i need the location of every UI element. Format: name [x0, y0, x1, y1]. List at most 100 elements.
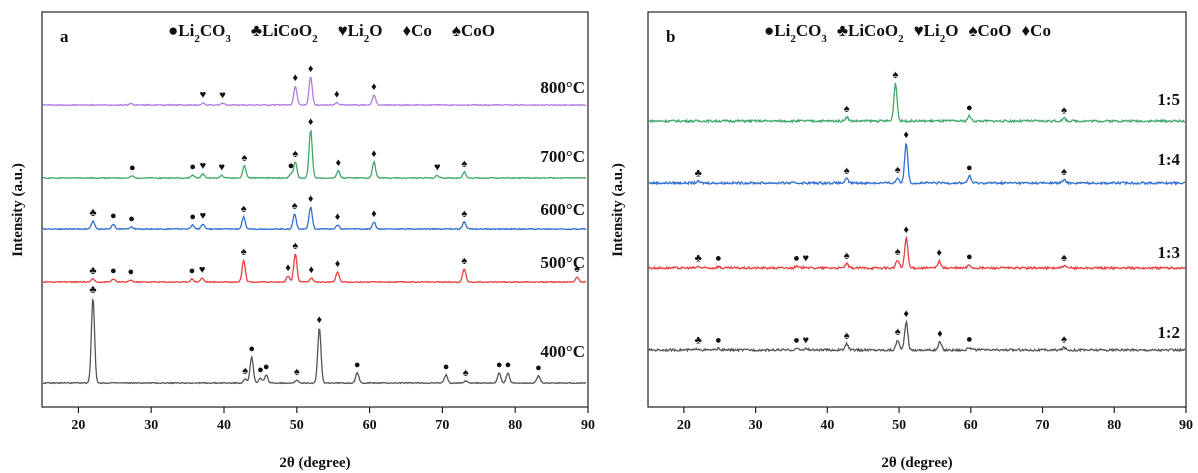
peak-marker: ♦	[309, 264, 315, 276]
peak-marker: ♦	[903, 224, 909, 236]
series-line-700-c	[43, 129, 587, 180]
peak-marker: ♦	[334, 89, 340, 101]
peak-marker: ♠	[292, 240, 298, 252]
series-label-700-c: 700°C	[540, 147, 585, 166]
peak-marker: ♦	[317, 314, 323, 326]
peak-marker: ●	[966, 162, 973, 174]
peak-marker: ♠	[241, 203, 247, 215]
peak-marker: ●	[263, 361, 270, 373]
peak-marker: ♥	[200, 89, 207, 101]
peak-marker: ♠	[463, 367, 469, 379]
peak-marker: ●	[354, 359, 361, 371]
legend-label-li2o: O	[369, 21, 382, 40]
peak-marker: ♦	[308, 193, 314, 205]
panel-b-markers: ♠♠● ♠♣ ♠ ♠♦● ♠♣ ● ● ♥ ♠ ♠♦♦ ● ♠♣ ● ● ♥ ♠ ♠♦♦ ● ♠	[695, 69, 1068, 347]
panel-b-curves	[648, 82, 1186, 353]
peak-marker: ♥	[199, 264, 206, 276]
panel-a-y-axis-label: Intensity (a.u.)	[10, 163, 26, 257]
legend-label-li2co3: 3	[821, 33, 827, 45]
peak-marker: ♠	[241, 152, 247, 164]
panel-b-chart: b ●Li2CO3 ♣LiCoO2 ♥Li2O ♠CoO ♦Co 20 30 40 50 60 7…	[610, 11, 1193, 471]
x-tick-label: 70	[435, 418, 449, 433]
peak-marker: ●	[793, 335, 800, 347]
legend-symbol-li2co3: ●	[168, 21, 178, 40]
panel-a-series-labels: 800°C 700°C 600°C 500°C 400°C	[540, 78, 585, 361]
panel-a-chart: a ●Li2CO3 ♣LiCoO2 ♥Li2O ♦Co ♠CoO 20 30 40 50 60 7…	[10, 11, 595, 471]
legend-symbol-coo: ♠	[452, 21, 461, 40]
x-tick-label: 40	[820, 418, 834, 433]
peak-marker: ♥	[219, 162, 226, 174]
peak-marker: ♦	[335, 211, 341, 223]
peak-marker: ♠	[242, 365, 248, 377]
peak-marker: ♠	[1061, 252, 1067, 264]
legend-symbol-licoo2: ♣	[251, 21, 262, 40]
x-tick-label: 20	[71, 418, 85, 433]
legend-label-li2o: Li	[348, 21, 364, 40]
x-tick-label: 20	[677, 418, 691, 433]
panel-a-letter: a	[60, 27, 69, 46]
peak-marker: ♠	[1061, 166, 1067, 178]
peak-marker: ●	[110, 210, 117, 222]
legend-label-li2co3: Li	[178, 21, 194, 40]
legend-label-li2o: Li	[924, 21, 940, 40]
panel-b-x-axis-label: 2θ (degree)	[881, 455, 952, 471]
series-label-1-4: 1:4	[1157, 150, 1180, 169]
peak-marker: ♦	[903, 129, 909, 141]
panel-b-series-labels: 1:5 1:4 1:3 1:2	[1157, 90, 1180, 342]
peak-marker: ♠	[1061, 334, 1067, 346]
peak-marker: ♣	[89, 284, 96, 296]
peak-marker: ♠	[241, 246, 247, 258]
legend-label-licoo2: LiCoO	[848, 21, 898, 40]
peak-marker: ●	[189, 161, 196, 173]
panel-b-x-ticks: 20 30 40 50 60 70 80 90	[677, 407, 1193, 433]
legend-symbol-li2o: ♥	[914, 21, 924, 40]
legend-label-li2o: 2	[940, 33, 946, 45]
peak-marker: ♦	[335, 258, 341, 270]
peak-marker: ♦	[285, 262, 291, 274]
series-line-1-3	[648, 235, 1186, 271]
peak-marker: ●	[189, 265, 196, 277]
legend-symbol-co: ♦	[402, 21, 411, 40]
peak-marker: ♠	[895, 326, 901, 338]
peak-marker: ♣	[695, 168, 702, 180]
peak-marker: ♠	[574, 263, 580, 275]
legend-symbol-licoo2: ♣	[837, 21, 848, 40]
peak-marker: ●	[189, 211, 196, 223]
peak-marker: ♦	[308, 116, 314, 128]
peak-marker: ♠	[292, 148, 298, 160]
panel-a-plot-frame	[41, 11, 589, 408]
legend-label-li2co3: 2	[790, 33, 796, 45]
legend-label-li2co3: 2	[194, 33, 200, 45]
peak-marker: ♠	[844, 165, 850, 177]
legend-label-licoo2: LiCoO	[262, 21, 312, 40]
series-line-500-c	[42, 253, 587, 284]
peak-marker: ♥	[434, 162, 441, 174]
peak-marker: ♣	[89, 265, 96, 277]
legend-label-coo: CoO	[461, 21, 495, 40]
legend-label-li2co3: 3	[225, 33, 231, 45]
x-tick-label: 60	[964, 418, 978, 433]
legend-symbol-li2o: ♥	[338, 21, 348, 40]
peak-marker: ♠	[292, 200, 298, 212]
peak-marker: ♥	[200, 160, 207, 172]
peak-marker: ♦	[903, 308, 909, 320]
x-tick-label: 50	[892, 418, 906, 433]
legend-label-li2o: 2	[364, 33, 370, 45]
peak-marker: ●	[715, 335, 722, 347]
x-tick-label: 80	[1107, 418, 1121, 433]
series-label-600-c: 600°C	[540, 200, 585, 219]
panel-a-x-axis-label: 2θ (degree)	[279, 455, 350, 471]
peak-marker: ♠	[461, 255, 467, 267]
peak-marker: ●	[966, 102, 973, 114]
panel-a-legend: ●Li2CO3 ♣LiCoO2 ♥Li2O ♦Co ♠CoO	[168, 21, 495, 45]
peak-marker: ●	[127, 266, 134, 278]
legend-label-licoo2: 2	[312, 33, 318, 45]
series-line-400-c	[42, 297, 587, 385]
peak-marker: ●	[257, 364, 264, 376]
peak-marker: ●	[535, 362, 542, 374]
panel-b-legend: ●Li2CO3 ♣LiCoO2 ♥Li2O ♠CoO ♦Co	[764, 21, 1051, 45]
legend-label-li2co3: CO	[200, 21, 226, 40]
peak-marker: ♦	[293, 72, 299, 84]
peak-marker: ♠	[895, 164, 901, 176]
